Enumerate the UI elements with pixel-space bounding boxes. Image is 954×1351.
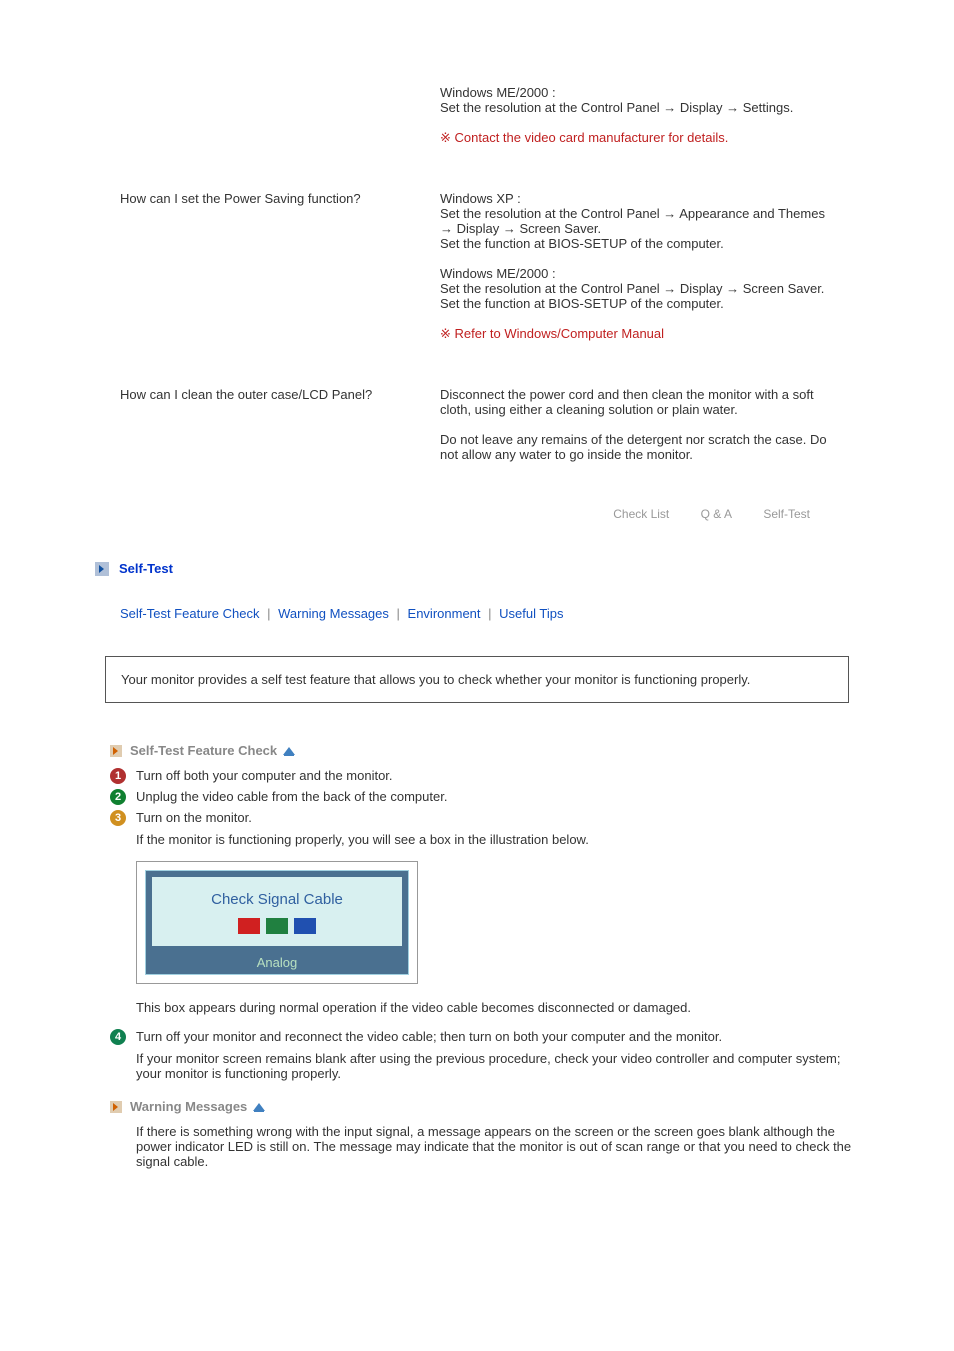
- up-arrow-icon[interactable]: [283, 747, 295, 755]
- step-list: 1 Turn off both your computer and the mo…: [0, 768, 954, 826]
- green-box-icon: [266, 918, 288, 934]
- link-environment[interactable]: Environment: [408, 606, 481, 621]
- warning-description: If there is something wrong with the inp…: [0, 1124, 954, 1169]
- qa-row: Windows ME/2000 : Set the resolution at …: [0, 85, 954, 161]
- qa-answer: Windows XP : Set the resolution at the C…: [440, 191, 920, 357]
- qa-answer-text: Windows ME/2000 : Set the resolution at …: [440, 85, 840, 115]
- section-title: Self-Test: [119, 561, 173, 576]
- step-text: Unplug the video cable from the back of …: [136, 789, 854, 804]
- step-item: 3 Turn on the monitor.: [110, 810, 854, 826]
- arrow-right-icon: [110, 745, 122, 757]
- signal-panel: Check Signal Cable: [152, 877, 402, 946]
- step-description: This box appears during normal operation…: [0, 1000, 954, 1015]
- link-warning[interactable]: Warning Messages: [278, 606, 389, 621]
- step-description: If the monitor is functioning properly, …: [0, 832, 954, 847]
- step-text: Turn on the monitor.: [136, 810, 854, 825]
- sub-title: Self-Test Feature Check: [130, 743, 277, 758]
- link-tips[interactable]: Useful Tips: [499, 606, 563, 621]
- color-row: [152, 918, 402, 934]
- step-item: 1 Turn off both your computer and the mo…: [110, 768, 854, 784]
- sub-links: Self-Test Feature Check | Warning Messag…: [0, 606, 954, 621]
- qa-question: How can I clean the outer case/LCD Panel…: [0, 387, 440, 477]
- qa-table: Windows ME/2000 : Set the resolution at …: [0, 85, 954, 477]
- step-number-icon: 3: [110, 810, 126, 826]
- up-arrow-icon[interactable]: [253, 1103, 265, 1111]
- tab-qa[interactable]: Q & A: [701, 507, 732, 521]
- step-list: 4 Turn off your monitor and reconnect th…: [0, 1029, 954, 1045]
- signal-diagram: Check Signal Cable Analog: [136, 861, 418, 984]
- link-feature-check[interactable]: Self-Test Feature Check: [120, 606, 259, 621]
- info-box: Your monitor provides a self test featur…: [105, 656, 849, 703]
- qa-row: How can I set the Power Saving function?…: [0, 191, 954, 357]
- step-number-icon: 2: [110, 789, 126, 805]
- qa-answer-text: Disconnect the power cord and then clean…: [440, 387, 840, 417]
- step-number-icon: 4: [110, 1029, 126, 1045]
- qa-note: ※ Contact the video card manufacturer fo…: [440, 130, 840, 146]
- sub-header: Warning Messages: [0, 1099, 954, 1114]
- separator: |: [267, 606, 270, 621]
- tab-checklist[interactable]: Check List: [613, 507, 669, 521]
- step-item: 4 Turn off your monitor and reconnect th…: [110, 1029, 854, 1045]
- qa-answer-text: Windows ME/2000 : Set the resolution at …: [440, 266, 840, 311]
- qa-answer: Disconnect the power cord and then clean…: [440, 387, 920, 477]
- qa-row: How can I clean the outer case/LCD Panel…: [0, 387, 954, 477]
- qa-answer: Windows ME/2000 : Set the resolution at …: [440, 85, 920, 161]
- step-text: Turn off your monitor and reconnect the …: [136, 1029, 854, 1044]
- qa-question: How can I set the Power Saving function?: [0, 191, 440, 357]
- arrow-right-icon: [95, 562, 109, 576]
- sub-title: Warning Messages: [130, 1099, 247, 1114]
- blue-box-icon: [294, 918, 316, 934]
- sub-header: Self-Test Feature Check: [0, 743, 954, 758]
- section-header: Self-Test: [0, 561, 954, 576]
- qa-answer-text: Windows XP : Set the resolution at the C…: [440, 191, 840, 251]
- tab-selftest[interactable]: Self-Test: [763, 507, 810, 521]
- arrow-right-icon: [110, 1101, 122, 1113]
- step-number-icon: 1: [110, 768, 126, 784]
- signal-inner: Check Signal Cable Analog: [145, 870, 409, 975]
- qa-question: [0, 85, 440, 161]
- qa-answer-text: Do not leave any remains of the detergen…: [440, 432, 840, 462]
- qa-note: ※ Refer to Windows/Computer Manual: [440, 326, 840, 342]
- step-item: 2 Unplug the video cable from the back o…: [110, 789, 854, 805]
- step-text: Turn off both your computer and the moni…: [136, 768, 854, 783]
- nav-tabs: Check List Q & A Self-Test: [0, 507, 954, 521]
- signal-label: Check Signal Cable: [152, 891, 402, 908]
- separator: |: [397, 606, 400, 621]
- step-description: If your monitor screen remains blank aft…: [0, 1051, 954, 1081]
- signal-bottom-label: Analog: [146, 952, 408, 974]
- red-box-icon: [238, 918, 260, 934]
- separator: |: [488, 606, 491, 621]
